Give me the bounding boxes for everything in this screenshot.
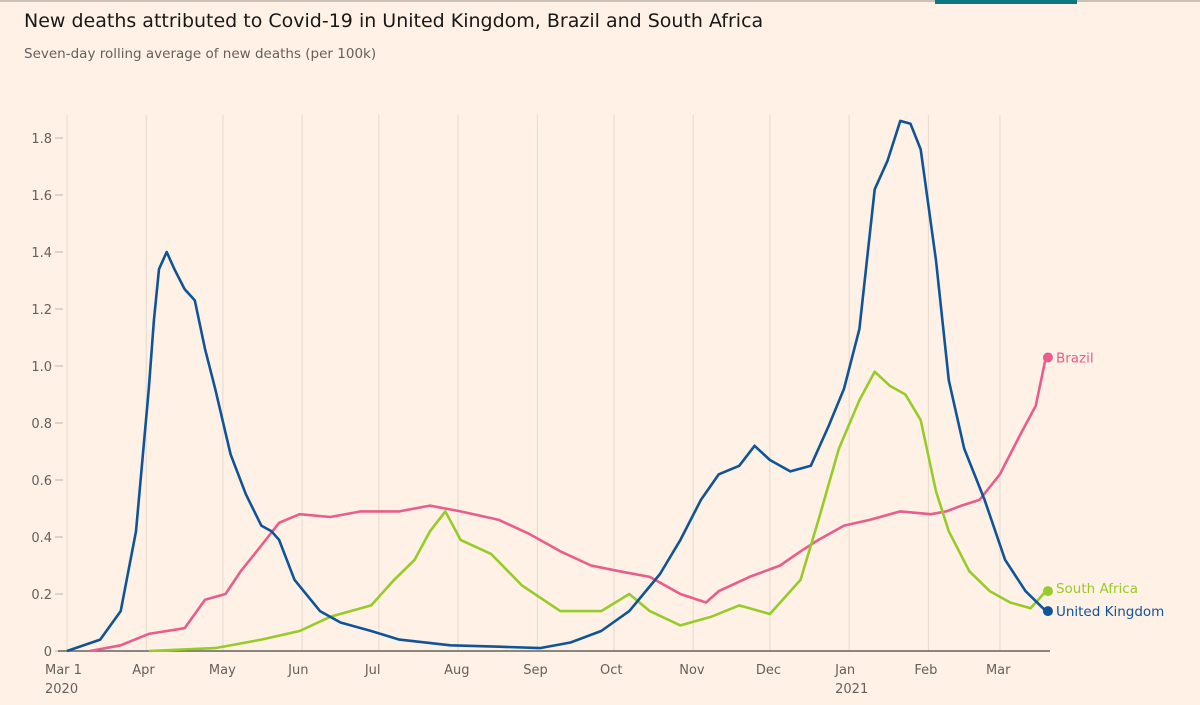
- y-tick-label: 1.0: [31, 360, 52, 375]
- y-tick-label: 0.8: [31, 417, 52, 432]
- y-tick-label: 1.8: [31, 132, 52, 147]
- x-tick-label: Nov: [679, 663, 705, 678]
- y-tick-label: 1.2: [31, 303, 52, 318]
- x-tick-label: Dec: [756, 663, 781, 678]
- series-line-united-kingdom: [66, 119, 1047, 653]
- x-tick-label: Aug: [444, 663, 469, 678]
- end-marker-south-africa: [1042, 586, 1053, 597]
- y-tick-label: 0.6: [31, 474, 52, 489]
- series-label-united-kingdom: United Kingdom: [1056, 604, 1164, 620]
- x-tick-year: 2020: [45, 682, 78, 697]
- active-tab-indicator: [935, 0, 1077, 4]
- end-marker-brazil: [1042, 352, 1053, 363]
- x-tick-label: Sep: [523, 663, 548, 678]
- end-marker-united-kingdom: [1042, 606, 1053, 617]
- y-tick-label: 0: [44, 645, 52, 660]
- x-tick-label: Mar: [986, 663, 1011, 678]
- top-border: [0, 0, 1200, 2]
- y-tick-label: 1.4: [31, 246, 52, 261]
- x-tick-label: Apr: [132, 663, 155, 678]
- x-tick-label: Mar 1: [45, 663, 82, 678]
- chart-title: New deaths attributed to Covid-19 in Uni…: [24, 10, 764, 32]
- series-line-south-africa: [148, 370, 1047, 653]
- x-tick-label: Feb: [914, 663, 937, 678]
- y-tick-label: 0.4: [31, 531, 52, 546]
- x-tick-label: Jul: [364, 663, 381, 678]
- x-tick-label: Oct: [600, 663, 622, 678]
- series-label-south-africa: South Africa: [1056, 581, 1138, 597]
- chart-subtitle: Seven-day rolling average of new deaths …: [24, 46, 377, 62]
- y-tick-label: 1.6: [31, 189, 52, 204]
- y-tick-label: 0.2: [31, 588, 52, 603]
- x-tick-label: May: [209, 663, 236, 678]
- series-line-brazil: [89, 357, 1048, 653]
- x-tick-label: Jun: [287, 663, 308, 678]
- x-tick-year: 2021: [835, 682, 868, 697]
- series-label-brazil: Brazil: [1056, 350, 1094, 366]
- x-tick-label: Jan: [834, 663, 855, 678]
